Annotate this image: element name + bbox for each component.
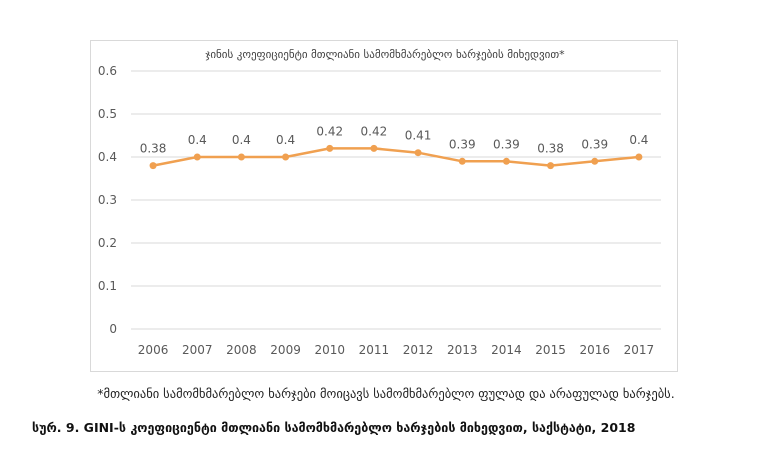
- y-tick-label: 0.3: [98, 193, 117, 207]
- data-point: [502, 157, 510, 165]
- y-tick-label: 0: [109, 322, 117, 336]
- data-point: [591, 157, 599, 165]
- data-label: 0.42: [361, 124, 388, 138]
- data-point: [547, 162, 555, 170]
- data-point: [370, 144, 378, 152]
- data-label: 0.38: [537, 142, 564, 156]
- data-point: [458, 157, 466, 165]
- y-tick-label: 0.6: [98, 64, 117, 78]
- data-point: [282, 153, 290, 161]
- x-tick-label: 2016: [579, 343, 610, 357]
- x-tick-label: 2012: [403, 343, 434, 357]
- data-label: 0.38: [140, 142, 167, 156]
- chart-title: ჯინის კოეფიციენტი მთლიანი სამომხმარებლო …: [205, 48, 565, 61]
- y-tick-label: 0.1: [98, 279, 117, 293]
- data-label: 0.4: [188, 133, 207, 147]
- y-tick-label: 0.5: [98, 107, 117, 121]
- data-point: [326, 144, 334, 152]
- data-label: 0.41: [405, 129, 432, 143]
- y-tick-label: 0.2: [98, 236, 117, 250]
- y-tick-label: 0.4: [98, 150, 117, 164]
- line-chart: ჯინის კოეფიციენტი მთლიანი სამომხმარებლო …: [98, 48, 661, 357]
- data-point: [414, 149, 422, 157]
- data-label: 0.4: [232, 133, 251, 147]
- x-tick-label: 2010: [314, 343, 345, 357]
- x-tick-label: 2008: [226, 343, 257, 357]
- footnote: *მთლიანი სამომხმარებლო ხარჯები მოიცავს ს…: [97, 386, 675, 401]
- series-line: [152, 147, 640, 167]
- x-tick-label: 2013: [447, 343, 478, 357]
- data-label: 0.39: [493, 137, 520, 151]
- x-tick-label: 2014: [491, 343, 522, 357]
- x-tick-label: 2009: [270, 343, 301, 357]
- x-tick-label: 2006: [138, 343, 169, 357]
- data-label: 0.4: [629, 133, 648, 147]
- data-label: 0.39: [581, 137, 608, 151]
- chart-area: ჯინის კოეფიციენტი მთლიანი სამომხმარებლო …: [90, 40, 678, 372]
- data-label: 0.4: [276, 133, 295, 147]
- x-tick-label: 2015: [535, 343, 566, 357]
- data-label: 0.39: [449, 137, 476, 151]
- data-point: [635, 153, 643, 161]
- x-tick-label: 2017: [624, 343, 655, 357]
- data-point: [149, 162, 157, 170]
- data-point: [237, 153, 245, 161]
- figure-caption: სურ. 9. GINI-ს კოეფიციენტი მთლიანი სამომ…: [32, 420, 636, 435]
- x-tick-label: 2007: [182, 343, 213, 357]
- data-label: 0.42: [316, 124, 343, 138]
- data-point: [193, 153, 201, 161]
- x-tick-label: 2011: [359, 343, 390, 357]
